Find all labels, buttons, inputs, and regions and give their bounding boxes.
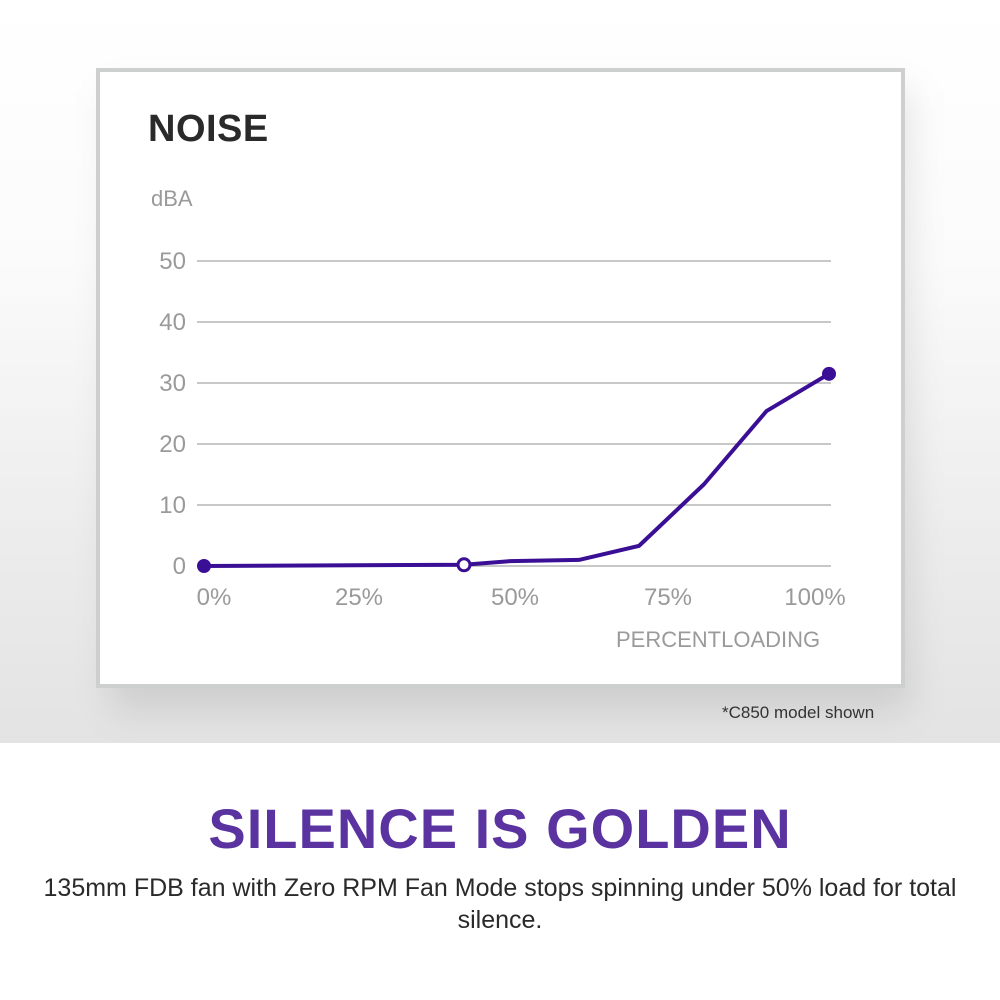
y-tick-label: 0 bbox=[173, 553, 186, 580]
x-axis-ticks: 0% 25% 50% 75% 100% bbox=[197, 584, 846, 611]
y-axis-unit: dBA bbox=[151, 186, 193, 211]
x-tick-label: 50% bbox=[491, 584, 539, 611]
y-tick-label: 10 bbox=[159, 492, 186, 519]
headline: SILENCE IS GOLDEN bbox=[208, 797, 792, 860]
x-tick-label: 100% bbox=[784, 584, 845, 611]
y-axis-ticks: 50 40 30 20 10 0 bbox=[159, 248, 186, 580]
y-tick-label: 50 bbox=[159, 248, 186, 275]
y-tick-label: 30 bbox=[159, 370, 186, 397]
noise-line bbox=[203, 372, 831, 568]
chart-title: NOISE bbox=[148, 108, 269, 150]
y-tick-label: 40 bbox=[159, 309, 186, 336]
data-markers bbox=[197, 366, 836, 573]
y-tick-label: 20 bbox=[159, 431, 186, 458]
gridlines bbox=[197, 260, 831, 567]
hollow-data-point bbox=[456, 557, 472, 573]
chart-card bbox=[96, 68, 905, 688]
data-point bbox=[197, 559, 211, 573]
x-axis-title: PERCENTLOADING bbox=[616, 627, 821, 652]
footnote: *C850 model shown bbox=[722, 703, 875, 722]
data-point bbox=[822, 366, 836, 381]
x-tick-label: 75% bbox=[644, 584, 692, 611]
x-tick-label: 0% bbox=[197, 584, 232, 611]
x-tick-label: 25% bbox=[335, 584, 383, 611]
description: 135mm FDB fan with Zero RPM Fan Mode sto… bbox=[43, 874, 957, 934]
